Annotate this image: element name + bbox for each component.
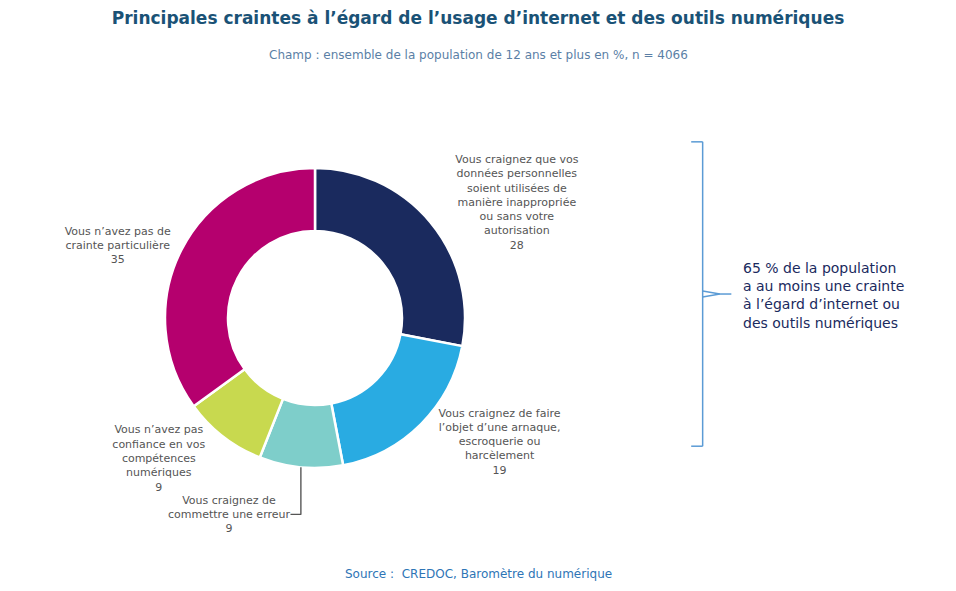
svg-text:Source : CREDOC, Baromètre du: Source : CREDOC, Baromètre du numérique	[345, 567, 612, 581]
svg-text:Principales craintes à l’égard: Principales craintes à l’égard de l’usag…	[112, 8, 845, 28]
svg-text:65 % de la populationa au moin: 65 % de la populationa au moins une crai…	[743, 260, 904, 331]
svg-text:Vous craignez que vosdonnées p: Vous craignez que vosdonnées personnelle…	[455, 153, 578, 252]
svg-text:Vous craignez decommettre une: Vous craignez decommettre une erreur9	[168, 494, 290, 536]
svg-text:Vous craignez de fairel’objet: Vous craignez de fairel’objet d’une arna…	[439, 407, 561, 477]
svg-text:Vous n’avez pas decrainte part: Vous n’avez pas decrainte particulière35	[65, 225, 171, 267]
svg-text:Champ : ensemble de la populat: Champ : ensemble de la population de 12 …	[269, 48, 688, 62]
svg-text:Vous n’avez pasconfiance en vo: Vous n’avez pasconfiance en voscompétenc…	[112, 423, 205, 493]
